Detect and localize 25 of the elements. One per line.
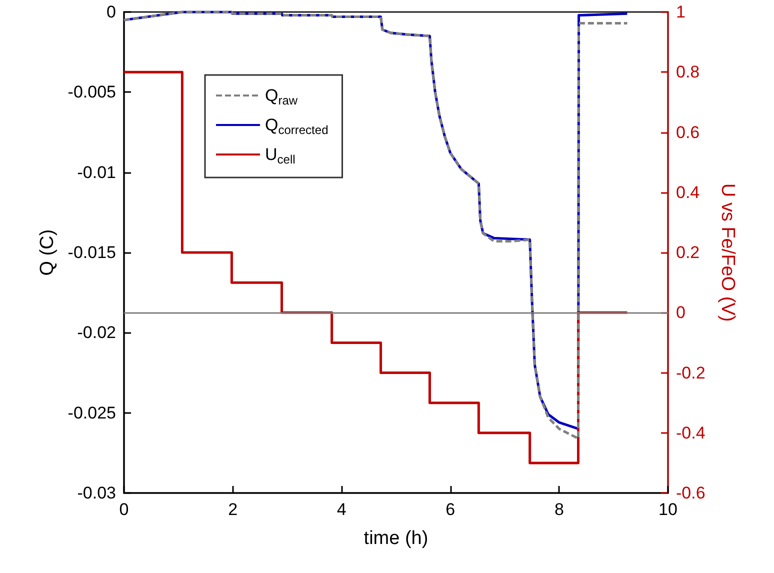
y2-tick-label: 0.2 <box>676 243 700 262</box>
y2-tick-label: 0.4 <box>676 182 700 202</box>
x-tick-label: 10 <box>658 500 678 519</box>
y2-tick-label: 1 <box>676 2 686 22</box>
y2-tick-label: 0.6 <box>676 122 700 142</box>
y-tick-label: -0.03 <box>77 484 116 502</box>
y-tick-label: -0.005 <box>68 82 116 102</box>
y-tick-label: -0.015 <box>68 243 116 262</box>
y-tick-label: -0.02 <box>77 323 116 342</box>
x-tick-label: 8 <box>554 500 564 519</box>
y-tick-label: -0.025 <box>68 403 116 422</box>
y-axis-title: Q (C) <box>36 229 58 276</box>
y2-tick-label: -0.2 <box>676 363 706 382</box>
x-tick-label: 2 <box>228 500 238 519</box>
x-tick-label: 6 <box>446 500 456 519</box>
y2-axis-title: U vs Fe/FeO (V) <box>717 183 738 322</box>
y2-tick-label: -0.6 <box>676 484 706 502</box>
y2-tick-label: -0.4 <box>676 423 706 442</box>
y-tick-label: 0 <box>106 2 116 22</box>
x-tick-label: 4 <box>336 500 346 519</box>
y-tick-label: -0.01 <box>77 162 116 182</box>
y2-tick-label: 0 <box>676 303 686 322</box>
x-axis-title: time (h) <box>364 528 428 549</box>
x-tick-label: 0 <box>119 500 129 519</box>
y2-tick-label: 0.8 <box>676 62 700 82</box>
